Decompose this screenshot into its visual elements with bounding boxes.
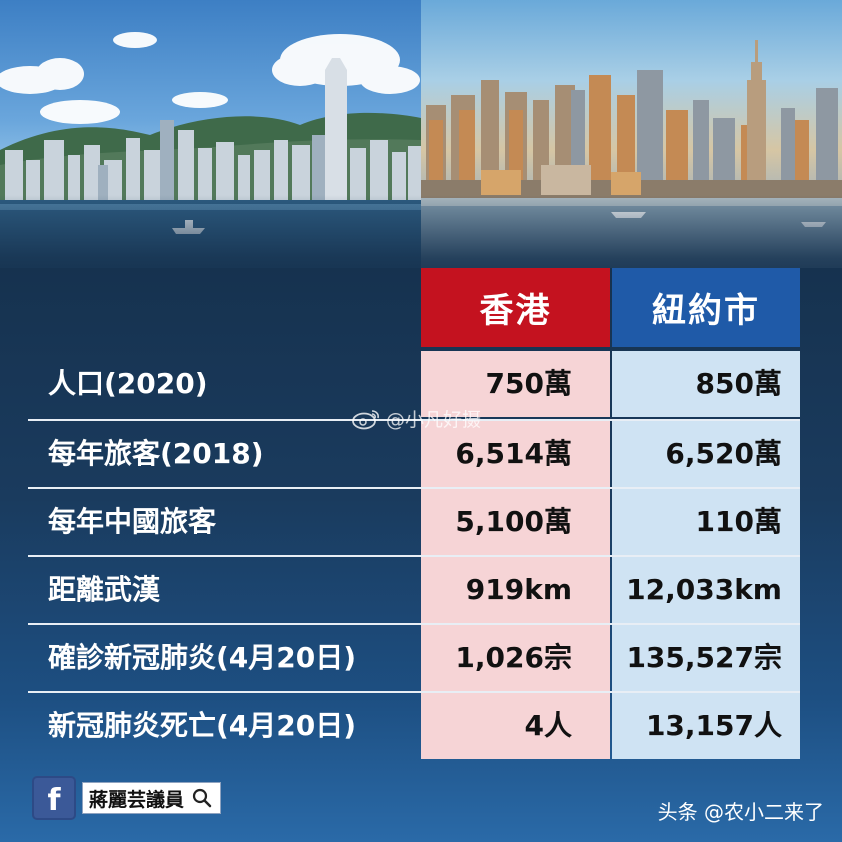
facebook-icon: f bbox=[34, 778, 74, 818]
table-row: 距離武漢 919km 12,033km bbox=[0, 557, 800, 623]
hong-kong-value: 4人 bbox=[421, 693, 610, 759]
hong-kong-value: 1,026宗 bbox=[421, 625, 610, 691]
hong-kong-value: 5,100萬 bbox=[421, 489, 610, 555]
facebook-logo-letter: f bbox=[47, 783, 61, 818]
row-label: 新冠肺炎死亡(4月20日) bbox=[48, 709, 357, 742]
row-divider bbox=[28, 555, 800, 557]
watermark-text: @小凡好摄 bbox=[386, 409, 482, 431]
facebook-page-badge[interactable]: f 蔣麗芸議員 bbox=[34, 778, 222, 818]
new-york-value: 850萬 bbox=[612, 351, 800, 417]
row-label: 人口(2020) bbox=[48, 367, 208, 400]
table-row: 人口(2020) 750萬 850萬 bbox=[0, 351, 800, 417]
row-divider bbox=[28, 623, 800, 625]
table-row: 確診新冠肺炎(4月20日) 1,026宗 135,527宗 bbox=[0, 625, 800, 691]
hong-kong-value: 750萬 bbox=[421, 351, 610, 417]
new-york-value: 110萬 bbox=[612, 489, 800, 555]
table-row: 每年中國旅客 5,100萬 110萬 bbox=[0, 489, 800, 555]
new-york-value: 135,527宗 bbox=[612, 625, 800, 691]
facebook-search-box[interactable]: 蔣麗芸議員 bbox=[82, 782, 222, 814]
new-york-value: 12,033km bbox=[612, 557, 800, 623]
facebook-page-name: 蔣麗芸議員 bbox=[89, 788, 185, 811]
table-row: 每年旅客(2018) 6,514萬 6,520萬 bbox=[0, 421, 800, 487]
new-york-value: 13,157人 bbox=[612, 693, 800, 759]
hong-kong-value: 919km bbox=[421, 557, 610, 623]
row-label: 距離武漢 bbox=[48, 573, 161, 606]
toutiao-credit: 头条 @农小二来了 bbox=[657, 800, 824, 824]
row-divider bbox=[28, 419, 800, 421]
row-label: 每年中國旅客 bbox=[48, 505, 217, 538]
table-row: 新冠肺炎死亡(4月20日) 4人 13,157人 bbox=[0, 693, 800, 759]
row-divider bbox=[28, 691, 800, 693]
weibo-watermark: @小凡好摄 bbox=[352, 405, 481, 432]
row-divider bbox=[28, 487, 800, 489]
hong-kong-value: 6,514萬 bbox=[421, 421, 610, 487]
search-icon bbox=[192, 788, 212, 808]
weibo-icon bbox=[352, 409, 379, 429]
header-hong-kong: 香港 bbox=[421, 268, 610, 347]
row-label: 確診新冠肺炎(4月20日) bbox=[48, 641, 357, 674]
header-new-york: 紐約市 bbox=[612, 268, 800, 347]
row-label: 每年旅客(2018) bbox=[48, 437, 264, 470]
new-york-value: 6,520萬 bbox=[612, 421, 800, 487]
hong-kong-skyline-photo bbox=[0, 0, 421, 268]
